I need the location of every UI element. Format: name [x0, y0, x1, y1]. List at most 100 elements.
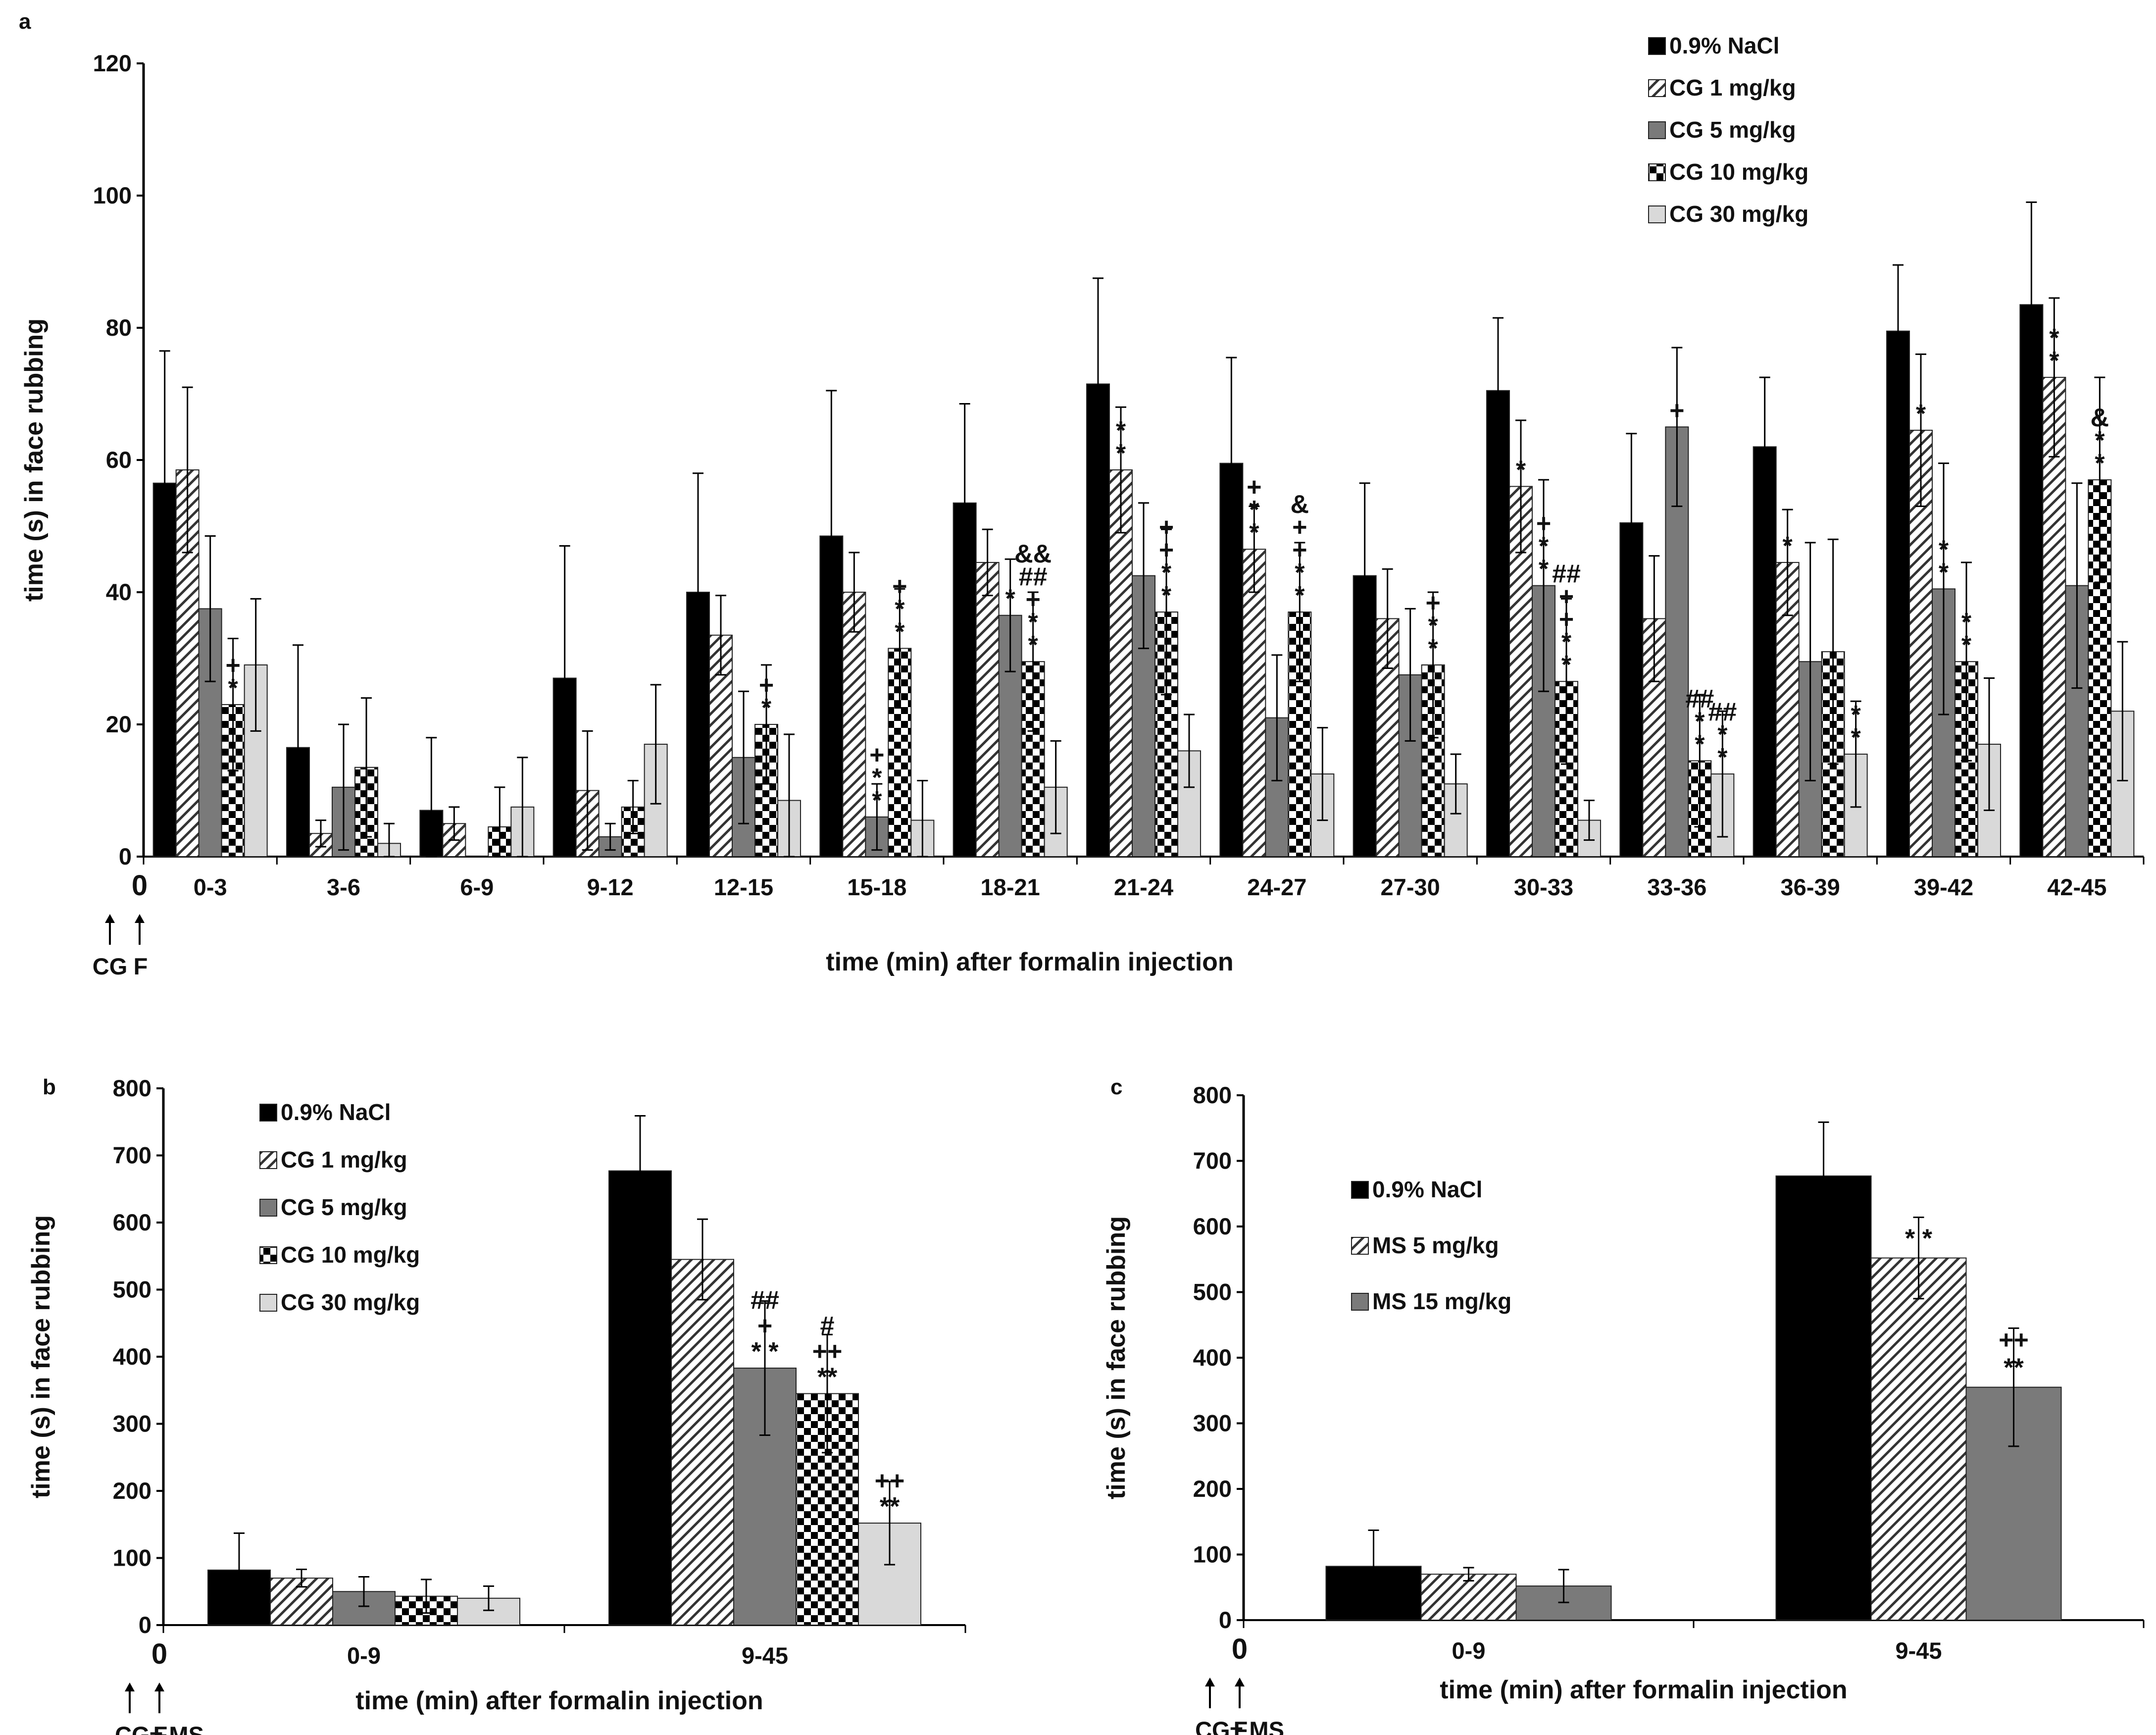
bar-hatch-24-27 — [1242, 549, 1266, 857]
significance-marker: ## * * — [1685, 684, 1714, 759]
significance-line: ++ — [1999, 1326, 2029, 1355]
significance-line: + — [1559, 582, 1574, 611]
y-tick-label: 40 — [106, 579, 132, 605]
significance-line: + — [1425, 589, 1440, 617]
significance-marker: + * * — [1247, 473, 1261, 547]
arrow-head — [1205, 1678, 1215, 1686]
significance-line: ## — [1685, 684, 1714, 713]
significance-line: * — [1717, 743, 1728, 772]
legend-swatch — [1351, 1293, 1369, 1311]
panel-b-letter: b — [43, 1075, 56, 1099]
significance-line: * — [1249, 496, 1259, 524]
origin-zero-label: 0 — [1232, 1633, 1248, 1665]
legend-swatch — [259, 1199, 277, 1217]
significance-line: + — [1247, 473, 1261, 502]
significance-line: * — [872, 764, 882, 792]
significance-line: ** — [880, 1492, 900, 1521]
x-category-label: 15-18 — [847, 874, 906, 900]
x-category-label: 12-15 — [714, 874, 773, 900]
significance-marker: & + + * * — [1291, 490, 1309, 610]
y-tick-label: 0 — [139, 1612, 151, 1638]
y-tick-label: 700 — [1193, 1148, 1232, 1174]
significance-line: ## — [1708, 698, 1737, 726]
significance-line: ## — [1552, 560, 1581, 588]
legend-label: CG 1 mg/kg — [281, 1147, 407, 1173]
significance-line: * * — [752, 1337, 779, 1366]
arrow-label: F — [153, 1722, 168, 1735]
significance-line: * — [1295, 559, 1305, 587]
significance-line: ** — [2004, 1354, 2024, 1382]
significance-line: * — [1116, 439, 1126, 468]
y-tick-label: 600 — [113, 1209, 151, 1235]
x-axis-title: time (min) after formalin injection — [826, 948, 1233, 976]
y-axis-title: time (s) in face rubbing — [20, 318, 49, 602]
x-category-label: 30-33 — [1514, 874, 1573, 900]
significance-marker: * * — [1961, 608, 1972, 660]
significance-line: # — [820, 1312, 835, 1340]
significance-marker: * * — [1905, 1225, 1933, 1253]
significance-line: * — [1851, 701, 1861, 729]
panel-c-chart: 0 100 200 300 400 500 600 700 800 0-9 9-45 * * ++ ** 0… — [1102, 1082, 2145, 1735]
significance-line: && — [1014, 540, 1052, 568]
origin-zero-label: 0 — [132, 869, 148, 902]
significance-line: * — [1028, 608, 1039, 637]
significance-line: + — [1669, 396, 1684, 425]
significance-line: + — [1292, 513, 1307, 542]
y-tick-label: 20 — [106, 711, 132, 737]
significance-marker: + * — [225, 651, 240, 703]
arrow-label: CG± MS — [1195, 1717, 1284, 1735]
x-category-label: 3-6 — [327, 874, 360, 900]
significance-line: & — [2091, 404, 2109, 432]
y-axis-title: time (s) in face rubbing — [27, 1215, 55, 1498]
x-category-label: 33-36 — [1647, 874, 1706, 900]
significance-line: ** — [817, 1363, 838, 1392]
y-tick-label: 400 — [113, 1343, 151, 1370]
significance-line: + — [1159, 536, 1174, 564]
significance-line: * — [1916, 400, 1926, 428]
bar-hatch-9-45 — [671, 1259, 734, 1626]
legend-label: CG 30 mg/kg — [1669, 201, 1808, 227]
x-category-label: 6-9 — [460, 874, 494, 900]
legend-label: MS 5 mg/kg — [1372, 1232, 1499, 1258]
y-tick-label: 500 — [113, 1276, 151, 1303]
significance-line: * — [1961, 631, 1972, 660]
x-category-label: 0-3 — [194, 874, 227, 900]
significance-line: + — [225, 651, 240, 680]
significance-marker: ## + * * — [751, 1286, 779, 1366]
legend-swatch — [1648, 79, 1666, 97]
legend-swatch — [259, 1294, 277, 1312]
x-category-label: 9-45 — [742, 1642, 788, 1669]
significance-marker: # ++ ** — [812, 1312, 843, 1392]
y-tick-label: 100 — [1193, 1541, 1232, 1568]
significance-line: + — [1559, 605, 1574, 634]
arrow-head — [1235, 1678, 1245, 1686]
y-tick-label: 500 — [1193, 1279, 1232, 1305]
significance-line: * — [1428, 634, 1439, 663]
legend-swatch — [1648, 37, 1666, 55]
y-tick-label: 0 — [119, 843, 132, 869]
significance-marker: + * * — [892, 572, 907, 646]
arrow-label: CG± MS — [115, 1722, 204, 1735]
x-category-label: 0-9 — [1452, 1637, 1486, 1664]
legend-label: CG 1 mg/kg — [1669, 75, 1796, 101]
arrow-head — [105, 914, 115, 923]
y-axis-title: time (s) in face rubbing — [1102, 1216, 1131, 1499]
significance-line: * — [1539, 555, 1549, 584]
significance-line: * — [2049, 324, 2059, 353]
significance-line: * * — [1905, 1225, 1933, 1253]
significance-line: * — [1561, 651, 1572, 679]
x-category-label: 0-9 — [347, 1642, 381, 1669]
y-tick-label: 400 — [1193, 1344, 1232, 1371]
arrow-head — [154, 1683, 164, 1691]
significance-line: * — [1717, 720, 1728, 749]
legend-swatch — [1648, 205, 1666, 223]
y-tick-label: 200 — [1193, 1476, 1232, 1502]
y-tick-label: 600 — [1193, 1213, 1232, 1239]
significance-marker: + * — [759, 671, 774, 722]
legend-label: 0.9% NaCl — [1372, 1176, 1482, 1202]
significance-line: * — [2095, 449, 2105, 478]
legend-label: CG 10 mg/kg — [1669, 159, 1808, 185]
bar-check-24-27 — [1288, 612, 1312, 858]
legend-label: 0.9% NaCl — [1669, 33, 1779, 58]
